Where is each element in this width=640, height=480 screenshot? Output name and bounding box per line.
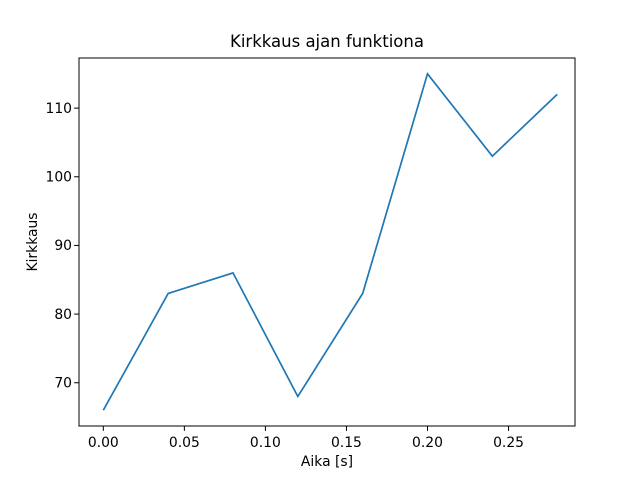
- y-axis-label: Kirkkaus: [25, 212, 41, 271]
- y-tick-label: 70: [54, 376, 72, 392]
- x-axis-ticks: [102, 426, 510, 431]
- y-axis-tick-labels: 70 80 90 100 110: [45, 101, 72, 392]
- data-line-kirkkaus: [102, 71, 558, 411]
- chart-title: Kirkkaus ajan funktiona: [230, 32, 424, 51]
- plot-area: [78, 57, 576, 427]
- y-tick-label: 100: [45, 170, 72, 186]
- x-tick-label: 0.10: [250, 435, 281, 451]
- x-axis-label: Aika [s]: [301, 454, 353, 470]
- x-tick-label: 0.00: [88, 435, 119, 451]
- y-tick-label: 110: [45, 101, 72, 117]
- x-axis-tick-labels: 0.00 0.05 0.10 0.15 0.20 0.25: [88, 435, 524, 451]
- x-tick-label: 0.25: [493, 435, 524, 451]
- x-tick-label: 0.20: [412, 435, 443, 451]
- x-tick-label: 0.15: [331, 435, 362, 451]
- y-tick-label: 80: [54, 307, 72, 323]
- x-tick-label: 0.05: [169, 435, 200, 451]
- y-tick-label: 90: [54, 238, 72, 254]
- y-axis-ticks: [74, 107, 79, 384]
